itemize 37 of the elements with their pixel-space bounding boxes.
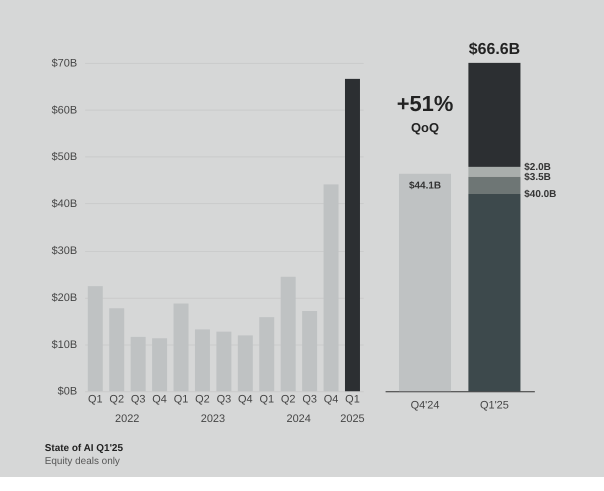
annotation: $2.0B	[524, 162, 551, 173]
x-tick-label: Q1	[345, 394, 360, 406]
x-tick-label: Q4'24	[410, 400, 440, 412]
x-tick-label: Q4	[152, 394, 167, 406]
x-tick-label: Q2	[109, 394, 124, 406]
y-tick-label: $60B	[52, 104, 78, 116]
text: 2024	[286, 413, 311, 426]
annotation: $3.5B	[524, 172, 551, 183]
x-tick-label: Q3	[130, 394, 146, 406]
x-tick-label: Q1'25	[480, 400, 509, 412]
text: Equity deals only	[44, 456, 120, 467]
y-tick-label: $50B	[52, 151, 78, 164]
x-tick-label: Q4	[324, 394, 338, 406]
data-label: $44.1B	[408, 180, 442, 192]
y-tick-label: $30B	[52, 244, 78, 257]
x-tick-label: Q1	[174, 394, 188, 406]
y-tick-label: $10B	[52, 338, 78, 351]
y-tick-label: $20B	[52, 292, 78, 304]
text: 2022	[115, 413, 140, 426]
x-tick-label: Q1	[259, 394, 274, 406]
text: State of AI Q1'25	[44, 442, 124, 454]
x-tick-label: Q4	[238, 394, 253, 406]
y-tick-label: $70B	[52, 57, 78, 70]
text: 2025	[340, 413, 365, 426]
annotation: +51%	[396, 91, 454, 116]
x-tick-label: Q2	[280, 394, 296, 406]
total-label: $66.6B	[468, 40, 520, 58]
x-tick-label: Q1	[88, 394, 103, 406]
y-tick-label: $40B	[52, 198, 78, 210]
annotation: $40.0B	[524, 189, 556, 200]
annotation: QoQ	[411, 120, 440, 136]
x-tick-label: Q2	[195, 394, 210, 406]
x-tick-label: Q3	[302, 394, 317, 406]
x-tick-label: Q3	[216, 394, 232, 406]
bar	[344, 78, 360, 392]
y-tick-label: $0B	[58, 386, 78, 398]
text: 2023	[200, 413, 226, 426]
